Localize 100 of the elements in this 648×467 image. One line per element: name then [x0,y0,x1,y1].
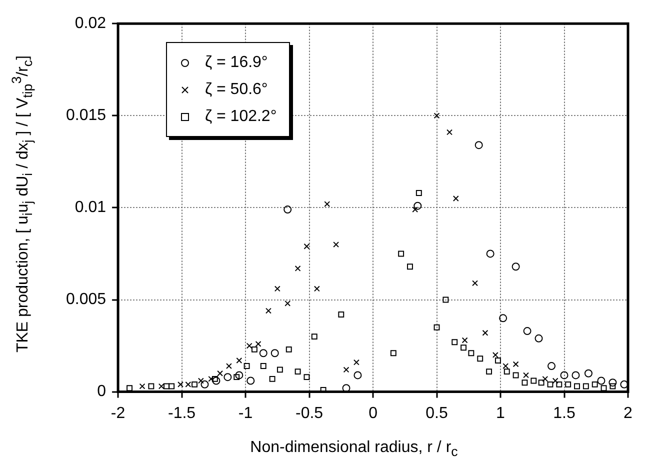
point [486,250,494,258]
point [610,383,616,390]
point [472,280,478,286]
point [512,361,519,368]
point [148,383,154,390]
x-tick-label: 1 [496,404,506,422]
point [234,374,240,380]
point [407,264,413,270]
legend-label: ζ = 16.9° [205,54,268,71]
y-tick-label: 0 [97,383,106,400]
point [552,378,558,384]
point [212,376,220,385]
point [512,262,520,271]
point [462,337,468,344]
point [224,373,232,382]
point [294,265,301,272]
point [474,141,483,150]
point [286,346,292,352]
point [284,300,291,306]
point [212,376,218,382]
point [574,383,580,390]
point [556,381,562,388]
point [246,342,252,349]
point [486,368,492,375]
point [523,372,529,378]
point [178,381,184,388]
point [390,350,396,356]
x-tick-label: 0.5 [426,404,448,422]
point [512,372,519,378]
point [259,349,268,358]
point [185,381,192,388]
point [522,380,528,386]
point [592,381,598,388]
point [217,370,224,376]
point [276,366,283,373]
point [452,339,458,346]
point [338,312,344,318]
point [192,381,198,388]
point [304,243,310,250]
point [560,371,568,380]
x-tick-label: -1 [238,404,253,422]
x-tick-label: 0 [368,404,378,422]
x-tick-label: -0.5 [295,404,324,422]
point [333,242,340,248]
point [482,330,488,336]
point [284,206,292,214]
point [324,201,330,207]
point [548,362,556,370]
point [504,368,510,375]
point [494,358,501,364]
point [434,112,440,119]
point [547,381,554,388]
y-tick-label: 0.01 [74,199,106,216]
point [269,376,276,382]
point [416,190,422,196]
legend-label: ζ = 50.6° [205,81,268,98]
point [597,376,606,385]
y-tick-label: 0.015 [66,107,106,124]
point [200,380,209,388]
point [246,376,255,385]
point [460,344,467,351]
point [353,359,360,366]
point [452,196,459,202]
point [343,366,350,373]
point [468,350,474,356]
point [446,129,452,136]
point [398,250,404,257]
point [538,380,544,386]
legend-label: ζ = 102.2° [205,108,277,125]
point [414,202,422,210]
point [499,314,508,322]
x-axis-title: Non-dimensional radius, r / r$_{c}$ [249,438,459,459]
point [164,383,170,390]
point [620,380,628,388]
point [442,296,449,303]
y-tick-label: 0.02 [74,15,106,32]
point [139,383,146,390]
point [304,374,310,380]
point [198,378,204,384]
point [492,352,498,358]
y-tick-label: 0.005 [66,291,106,308]
point [477,356,484,362]
point [244,363,250,369]
point [412,206,418,213]
point [582,383,589,390]
point [235,371,244,380]
point [226,363,232,369]
point [542,376,548,382]
point [314,286,320,292]
point [168,383,175,390]
point [523,327,532,336]
point [236,358,242,364]
x-tick-label: 2 [624,404,633,422]
x-tick-label: -2 [110,404,126,422]
point [311,334,318,340]
point [502,363,509,369]
x-tick-label: 1.5 [553,404,576,422]
point [294,368,301,375]
point [565,381,572,388]
point [270,349,279,358]
